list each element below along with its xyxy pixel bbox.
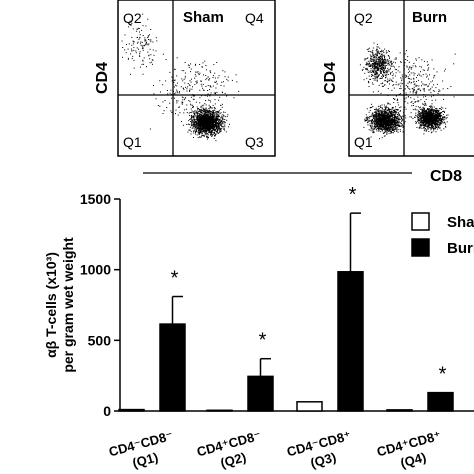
bar-sham-3 bbox=[296, 401, 323, 412]
legend-label-sham: Sham bbox=[447, 214, 474, 231]
significance-star: * bbox=[439, 364, 447, 386]
y-axis-label-line1: αβ T-cells (x10³) bbox=[43, 252, 59, 358]
flow-panel-burn: Burn Q2 Q1 CD4 bbox=[322, 0, 474, 157]
significance-star: * bbox=[349, 184, 357, 206]
flow-panel-sham-label: Sham bbox=[183, 9, 224, 26]
flow-panel-burn-q2: Q2 bbox=[354, 10, 373, 26]
legend-swatch-burn bbox=[411, 238, 430, 257]
flow-x-axis-label: CD8 bbox=[430, 168, 462, 185]
bar-sham-1 bbox=[118, 408, 145, 412]
flow-panel-sham-y-axis-label: CD4 bbox=[94, 62, 111, 94]
y-tick-label: 0 bbox=[103, 403, 111, 419]
bar-burn-3 bbox=[337, 271, 364, 412]
flow-panel-sham-q1: Q1 bbox=[123, 134, 142, 150]
bar-burn-1 bbox=[159, 323, 186, 412]
significance-star: * bbox=[259, 330, 267, 352]
flow-panel-burn-label: Burn bbox=[412, 9, 447, 26]
flow-panel-sham: Sham Q2 Q4 Q1 Q3 CD4 bbox=[94, 0, 276, 157]
y-tick-label: 1000 bbox=[80, 262, 111, 278]
flow-panel-sham-q4: Q4 bbox=[245, 10, 264, 26]
x-tick-label: CD4⁺CD8⁺(Q4) bbox=[375, 428, 442, 471]
flow-panel-burn-y-axis-label: CD4 bbox=[322, 62, 339, 94]
bar-chart: 0 500 1000 1500 CD4⁻CD8⁻(Q1) CD4⁺CD8⁻(Q2) CD4… bbox=[43, 184, 474, 471]
flow-panel-burn-q1: Q1 bbox=[354, 134, 373, 150]
legend-label-burn: Burn bbox=[447, 240, 474, 257]
flow-panel-sham-q2: Q2 bbox=[123, 10, 142, 26]
x-tick-label: CD4⁻CD8⁻(Q1) bbox=[107, 428, 174, 471]
bar-sham-4 bbox=[386, 409, 413, 412]
significance-star: * bbox=[171, 268, 179, 290]
bar-sham-2 bbox=[206, 409, 233, 412]
flow-panel-burn-dots bbox=[359, 42, 456, 140]
x-tick-label-line2: (Q1) bbox=[131, 449, 160, 470]
x-tick-label: CD4⁺CD8⁻(Q2) bbox=[195, 428, 262, 471]
y-axis-label-line2: per gram wet weight bbox=[60, 237, 76, 373]
legend-swatch-sham bbox=[411, 212, 430, 231]
bar-burn-4 bbox=[427, 391, 454, 412]
x-tick-label-line2: (Q3) bbox=[309, 449, 338, 470]
bar-burn-2 bbox=[247, 375, 274, 412]
x-tick-label: CD4⁻CD8⁺(Q3) bbox=[285, 428, 352, 471]
flow-panel-sham-q3: Q3 bbox=[245, 134, 264, 150]
flow-panel-burn-frame bbox=[348, 0, 474, 157]
x-tick-label-line2: (Q4) bbox=[399, 449, 428, 470]
legend: Sham Burn bbox=[411, 212, 474, 257]
flow-panel-sham-dots bbox=[121, 13, 240, 142]
y-tick-label: 1500 bbox=[80, 191, 111, 207]
x-tick-label-line2: (Q2) bbox=[219, 449, 248, 470]
y-tick-label: 500 bbox=[88, 332, 112, 348]
